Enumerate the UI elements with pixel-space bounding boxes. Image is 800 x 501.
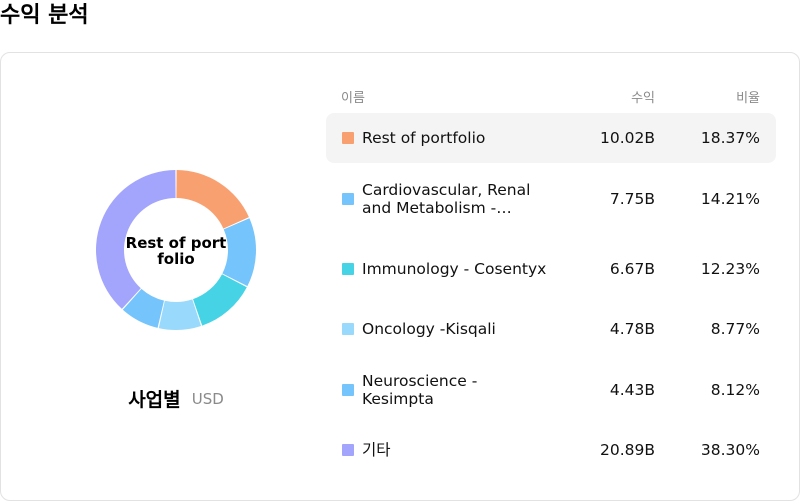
header-share: 비율: [736, 91, 760, 106]
donut-chart: [96, 170, 256, 330]
row-name: Cardiovascular, Renal and Metabolism -…: [362, 181, 531, 217]
row-revenue: 7.75B: [609, 190, 655, 208]
caption-unit: USD: [191, 389, 224, 408]
table-row[interactable]: 기타 20.89B 38.30%: [326, 425, 776, 475]
row-share: 38.30%: [700, 441, 760, 459]
row-name: Immunology - Cosentyx: [362, 260, 547, 278]
row-name: Neuroscience - Kesimpta: [362, 372, 478, 408]
row-share: 14.21%: [700, 190, 760, 208]
page-title: 수익 분석: [0, 3, 89, 28]
legend-swatch: [342, 132, 354, 144]
table-row[interactable]: Rest of portfolio 10.02B 18.37%: [326, 113, 776, 163]
row-share: 8.77%: [710, 320, 760, 338]
chart-caption: 사업별 USD: [1, 385, 351, 412]
legend-swatch: [342, 263, 354, 275]
donut-slice[interactable]: [96, 170, 176, 309]
row-revenue: 20.89B: [599, 441, 655, 459]
row-name: Oncology -Kisqali: [362, 320, 496, 338]
donut-slice[interactable]: [193, 274, 247, 326]
revenue-card: Rest of portfolio 사업별 USD 이름 수익 비율 Rest …: [0, 52, 800, 501]
donut-center-label: Rest of portfolio: [125, 234, 227, 268]
row-revenue: 4.78B: [609, 320, 655, 338]
row-name: Rest of portfolio: [362, 129, 486, 147]
legend-swatch: [342, 444, 354, 456]
header-revenue: 수익: [631, 91, 655, 106]
row-revenue: 4.43B: [609, 381, 655, 399]
table-row[interactable]: Cardiovascular, Renal and Metabolism -… 7…: [326, 174, 776, 224]
legend-swatch: [342, 384, 354, 396]
row-revenue: 6.67B: [609, 260, 655, 278]
table-row[interactable]: Neuroscience - Kesimpta 4.43B 8.12%: [326, 365, 776, 415]
caption-title: 사업별: [128, 389, 181, 411]
row-name: 기타: [362, 441, 391, 459]
donut-slice[interactable]: [158, 299, 202, 330]
row-share: 18.37%: [700, 129, 760, 147]
row-share: 12.23%: [700, 260, 760, 278]
row-revenue: 10.02B: [599, 129, 655, 147]
table-row[interactable]: Immunology - Cosentyx 6.67B 12.23%: [326, 244, 776, 294]
header-name: 이름: [341, 91, 365, 106]
table-row[interactable]: Oncology -Kisqali 4.78B 8.77%: [326, 304, 776, 354]
donut-slice[interactable]: [222, 218, 256, 287]
donut-slice[interactable]: [176, 170, 249, 229]
donut-slice[interactable]: [122, 288, 165, 328]
legend-swatch: [342, 323, 354, 335]
row-share: 8.12%: [710, 381, 760, 399]
legend-swatch: [342, 193, 354, 205]
